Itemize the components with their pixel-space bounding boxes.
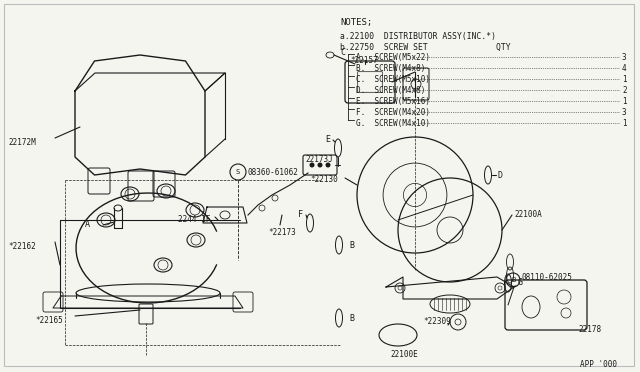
Text: 22178: 22178 [578,325,601,334]
Text: F: F [298,210,303,219]
Circle shape [317,163,323,167]
Circle shape [310,163,314,167]
Text: 4: 4 [622,64,627,73]
Text: S: S [236,169,240,175]
Text: B: B [349,314,354,323]
Text: 1: 1 [622,75,627,84]
Text: *22309: *22309 [423,317,451,327]
Text: *22157: *22157 [350,56,378,65]
Text: 22100A: 22100A [514,210,541,219]
Text: E: E [325,135,330,144]
Text: D: D [498,171,503,180]
Text: a.22100  DISTRIBUTOR ASSY(INC.*): a.22100 DISTRIBUTOR ASSY(INC.*) [340,32,496,41]
Text: 1: 1 [622,97,627,106]
Text: B: B [511,277,515,283]
Text: 22172M: 22172M [8,138,36,147]
Text: D.  SCREW(M4x8): D. SCREW(M4x8) [356,86,430,95]
Text: 1: 1 [622,119,627,128]
Text: 3: 3 [622,53,627,62]
Text: APP '000: APP '000 [580,360,617,369]
Text: G: G [518,278,523,287]
Text: NOTES;: NOTES; [340,18,372,27]
Text: B: B [349,241,354,250]
Text: 2244 1F: 2244 1F [178,215,211,224]
Text: *22165: *22165 [35,316,63,325]
Text: 22173J: 22173J [305,155,333,164]
Text: E.  SCREW(M5x16): E. SCREW(M5x16) [356,97,430,106]
Text: 08360-61062: 08360-61062 [248,167,299,176]
Text: G.  SCREW(M4x10): G. SCREW(M4x10) [356,119,430,128]
Text: 2: 2 [622,86,627,95]
Text: *22162: *22162 [8,242,36,251]
Text: 3: 3 [622,108,627,117]
Text: A: A [85,220,90,229]
Text: 08110-62025: 08110-62025 [522,273,573,282]
Text: F.  SCREW(M4x20): F. SCREW(M4x20) [356,108,430,117]
Text: B.  SCREW(M4x8): B. SCREW(M4x8) [356,64,430,73]
Text: *22130: *22130 [310,175,338,184]
Text: b.22750  SCREW SET              QTY: b.22750 SCREW SET QTY [340,43,511,52]
Text: C.  SCREW(M5x10): C. SCREW(M5x10) [356,75,430,84]
Text: *22173: *22173 [268,228,296,237]
Text: 22100E: 22100E [390,350,418,359]
Circle shape [326,163,330,167]
Text: C: C [340,48,345,57]
Text: A.  SCREW(M5x22): A. SCREW(M5x22) [356,53,430,62]
